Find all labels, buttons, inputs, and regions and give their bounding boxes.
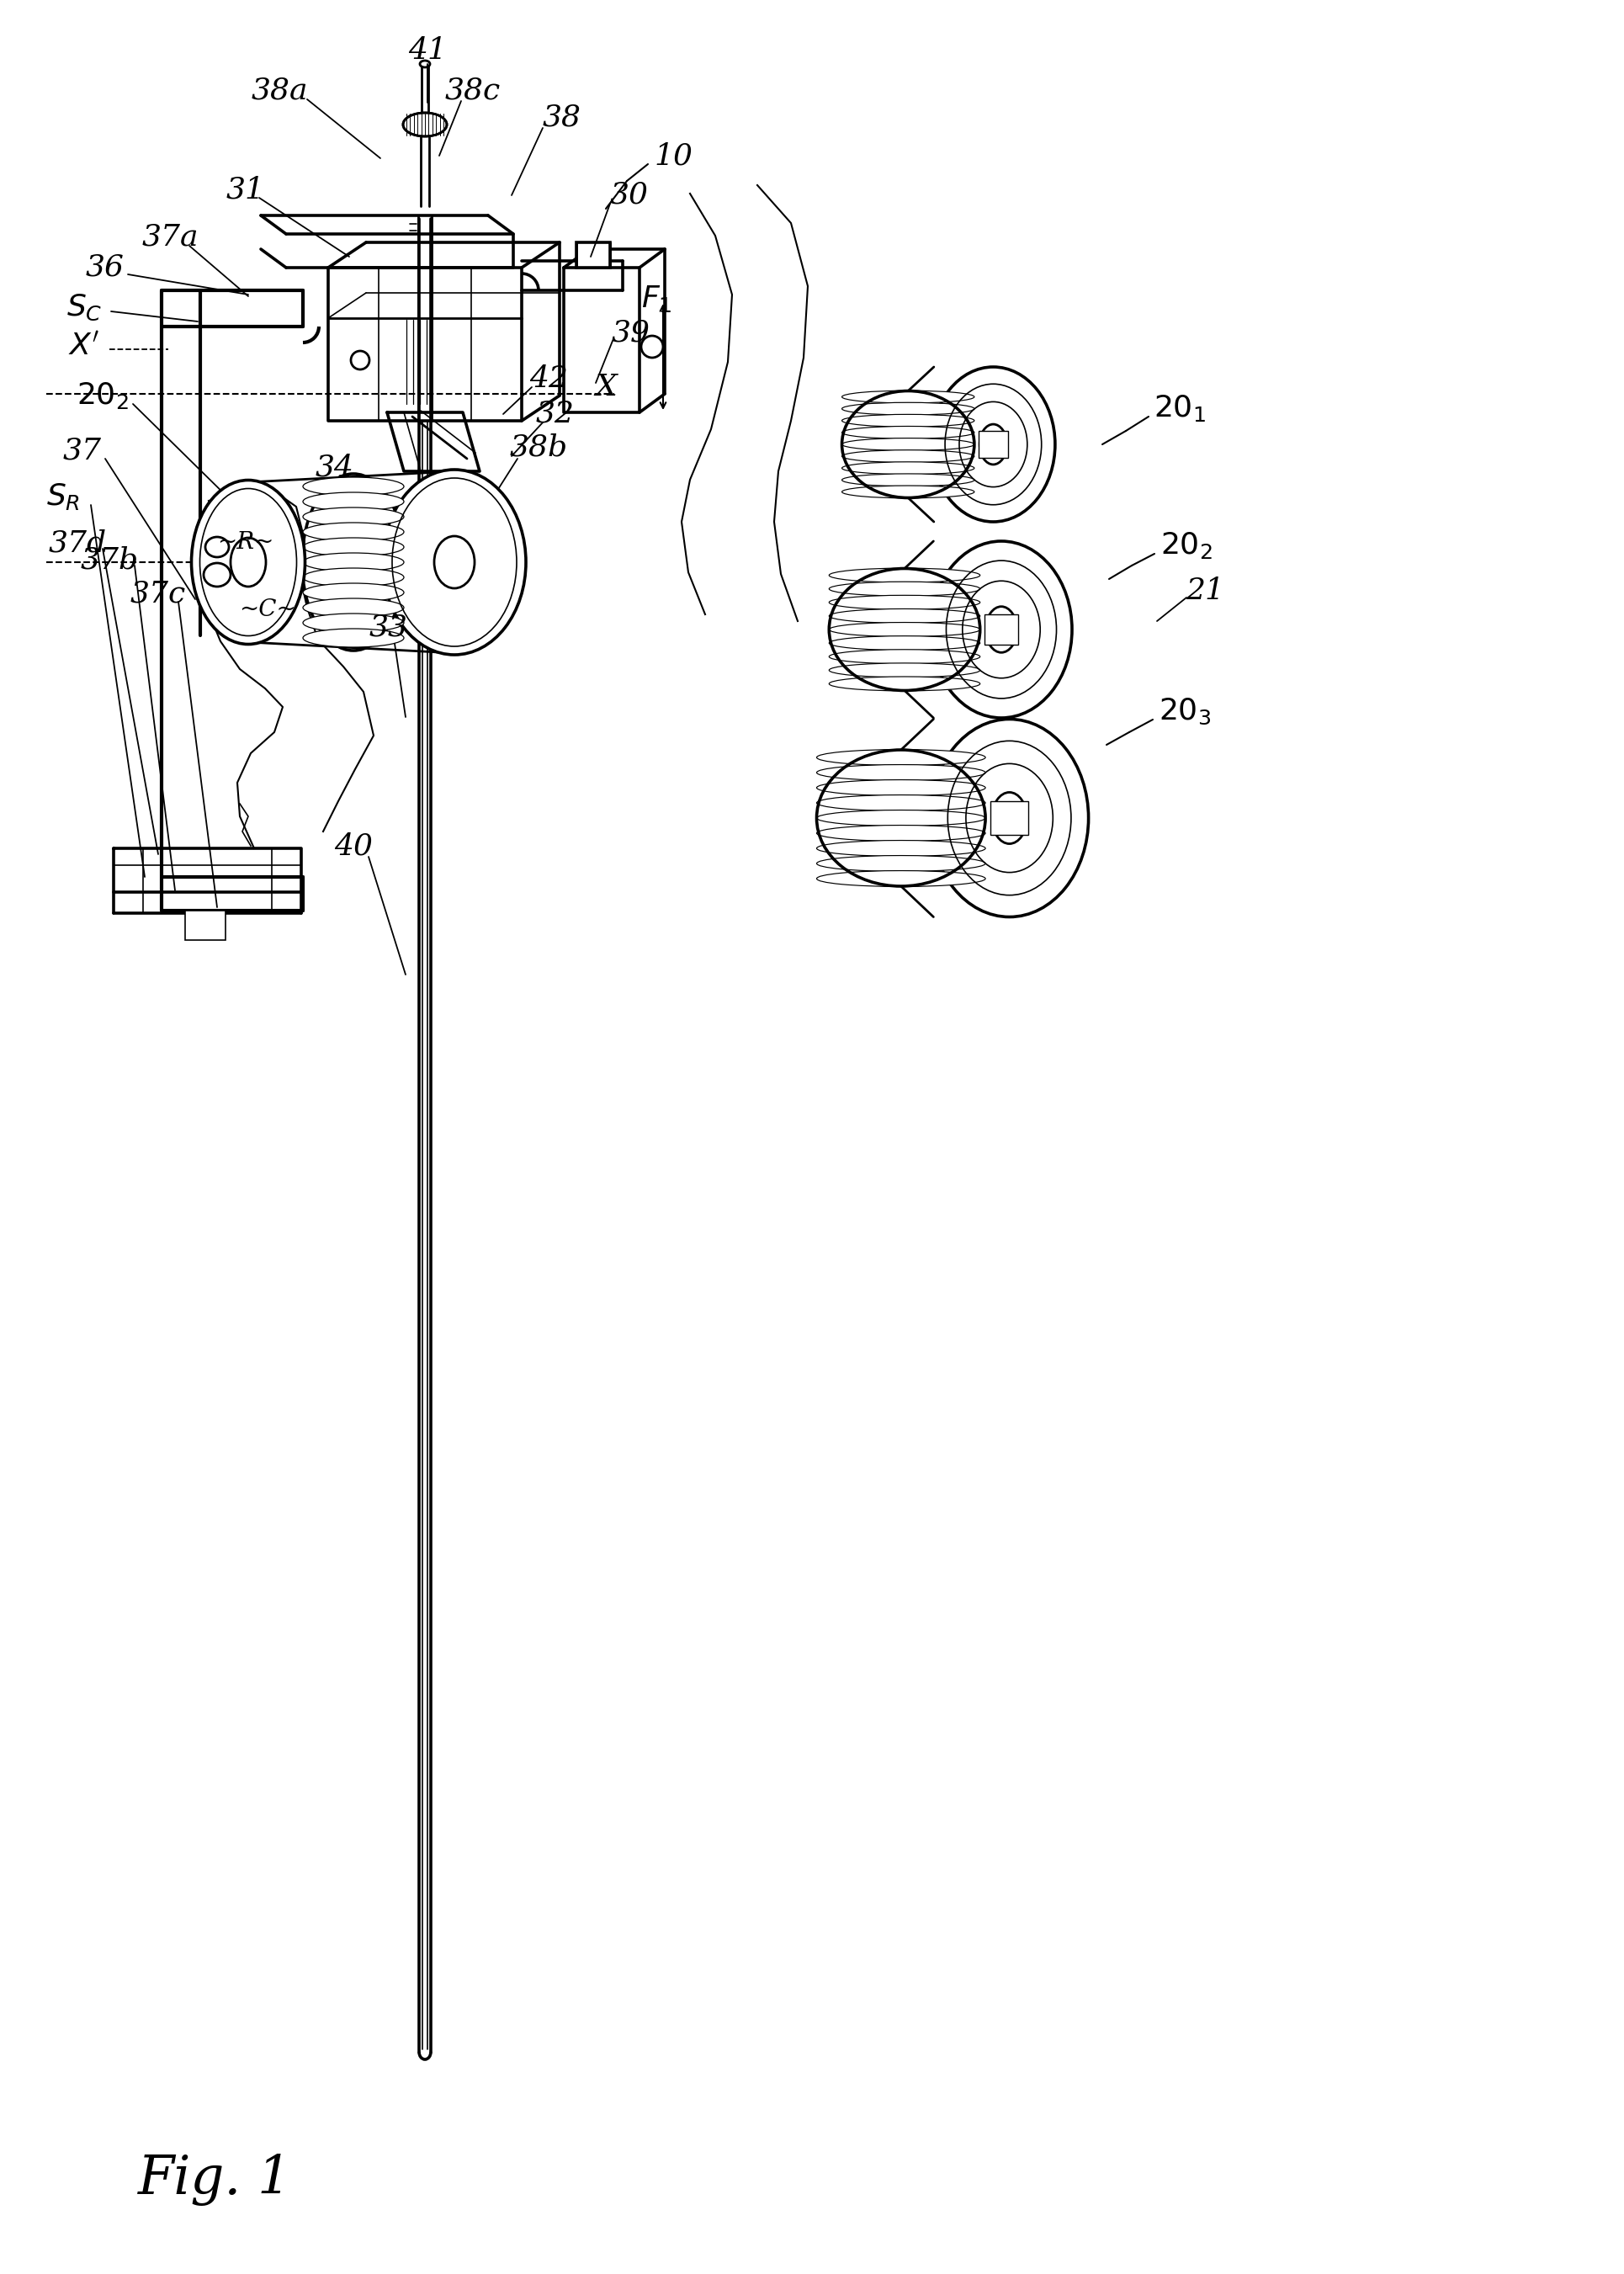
Ellipse shape [809, 750, 992, 887]
Text: ~C~: ~C~ [239, 598, 296, 621]
Text: 37c: 37c [130, 580, 187, 607]
Ellipse shape [841, 473, 974, 487]
Ellipse shape [822, 568, 986, 691]
Ellipse shape [302, 493, 404, 512]
Ellipse shape [203, 564, 231, 587]
Ellipse shape [841, 450, 974, 462]
Ellipse shape [817, 750, 984, 766]
Text: 42: 42 [529, 364, 568, 393]
Text: Fig. 1: Fig. 1 [138, 2153, 291, 2206]
Ellipse shape [836, 391, 979, 498]
Ellipse shape [302, 598, 404, 616]
Ellipse shape [841, 425, 974, 439]
Text: $20_2$: $20_2$ [1160, 530, 1212, 559]
Ellipse shape [302, 553, 404, 571]
Ellipse shape [828, 678, 979, 691]
Text: $X'$: $X'$ [68, 332, 99, 362]
Text: 39: 39 [611, 318, 650, 346]
Text: ~R~: ~R~ [218, 532, 274, 555]
Ellipse shape [419, 61, 430, 68]
Ellipse shape [817, 841, 984, 857]
Text: 38a: 38a [250, 77, 307, 105]
Text: 37d: 37d [49, 528, 107, 557]
Ellipse shape [434, 537, 474, 589]
Ellipse shape [302, 628, 404, 648]
Ellipse shape [817, 764, 984, 780]
Text: $F_1$: $F_1$ [640, 284, 671, 314]
Text: 38: 38 [542, 105, 581, 132]
Ellipse shape [817, 810, 984, 825]
Text: $20_2$: $20_2$ [76, 380, 128, 412]
Ellipse shape [931, 541, 1072, 719]
Ellipse shape [641, 337, 663, 357]
Ellipse shape [302, 582, 404, 603]
Ellipse shape [841, 414, 974, 428]
Ellipse shape [828, 650, 979, 664]
Text: 37a: 37a [141, 223, 198, 252]
Text: 38c: 38c [445, 77, 500, 105]
Ellipse shape [817, 855, 984, 871]
Text: 37b: 37b [80, 546, 138, 573]
Bar [577, 243, 609, 268]
Ellipse shape [828, 637, 979, 650]
Text: 37: 37 [63, 437, 102, 464]
Ellipse shape [979, 425, 1007, 464]
Ellipse shape [817, 780, 984, 796]
Ellipse shape [403, 114, 447, 136]
Bar [185, 910, 226, 939]
Ellipse shape [841, 439, 974, 450]
Ellipse shape [192, 480, 305, 644]
Text: 34: 34 [315, 453, 354, 482]
Ellipse shape [828, 582, 979, 596]
Ellipse shape [231, 537, 266, 587]
Text: $S_R$: $S_R$ [45, 482, 80, 512]
Ellipse shape [931, 366, 1054, 521]
Ellipse shape [841, 402, 974, 414]
Bar [984, 614, 1018, 644]
Ellipse shape [302, 568, 404, 587]
Ellipse shape [992, 791, 1026, 844]
Ellipse shape [302, 507, 404, 525]
Text: $S_C$: $S_C$ [67, 293, 102, 323]
Text: 32: 32 [536, 400, 575, 428]
Ellipse shape [817, 825, 984, 841]
Text: X: X [594, 373, 617, 402]
Ellipse shape [205, 537, 229, 557]
Ellipse shape [931, 719, 1088, 916]
Ellipse shape [302, 614, 404, 632]
Text: 10: 10 [653, 141, 692, 171]
Text: 33: 33 [369, 612, 408, 641]
Ellipse shape [383, 471, 526, 655]
Text: $20_3$: $20_3$ [1158, 696, 1210, 725]
Ellipse shape [302, 478, 404, 496]
Ellipse shape [841, 462, 974, 475]
Ellipse shape [828, 609, 979, 623]
Text: 21: 21 [1186, 578, 1223, 605]
Bar [991, 800, 1028, 835]
Text: 38b: 38b [510, 434, 567, 462]
Text: 41: 41 [408, 36, 447, 64]
Ellipse shape [828, 568, 979, 582]
Ellipse shape [302, 537, 404, 557]
Ellipse shape [351, 350, 369, 368]
Text: 30: 30 [609, 182, 648, 209]
Text: 40: 40 [335, 832, 372, 860]
Ellipse shape [828, 596, 979, 609]
Ellipse shape [828, 664, 979, 678]
Ellipse shape [828, 623, 979, 637]
Text: 31: 31 [226, 175, 265, 205]
Ellipse shape [817, 871, 984, 887]
Ellipse shape [302, 473, 404, 650]
Ellipse shape [841, 487, 974, 498]
Ellipse shape [817, 796, 984, 812]
Text: $20_1$: $20_1$ [1153, 393, 1205, 423]
Ellipse shape [986, 607, 1017, 653]
Text: 36: 36 [86, 252, 125, 282]
Ellipse shape [302, 523, 404, 541]
Ellipse shape [841, 391, 974, 402]
Bar [978, 432, 1007, 457]
